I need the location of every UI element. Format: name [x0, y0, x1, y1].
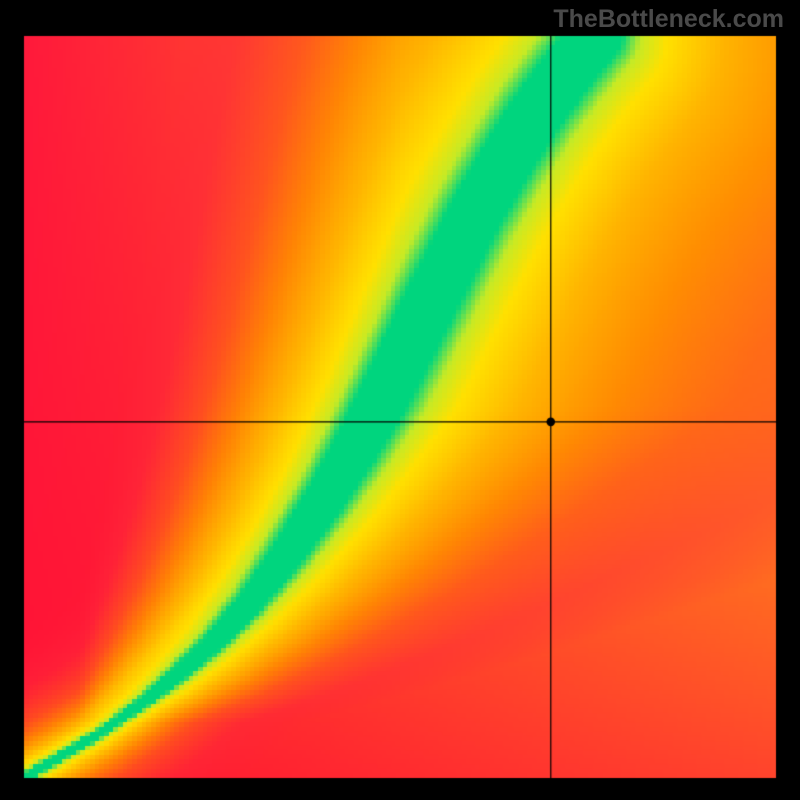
heatmap-canvas [0, 0, 800, 800]
watermark-text: TheBottleneck.com [553, 5, 784, 34]
chart-container: { "watermark": { "text": "TheBottleneck.… [0, 0, 800, 800]
